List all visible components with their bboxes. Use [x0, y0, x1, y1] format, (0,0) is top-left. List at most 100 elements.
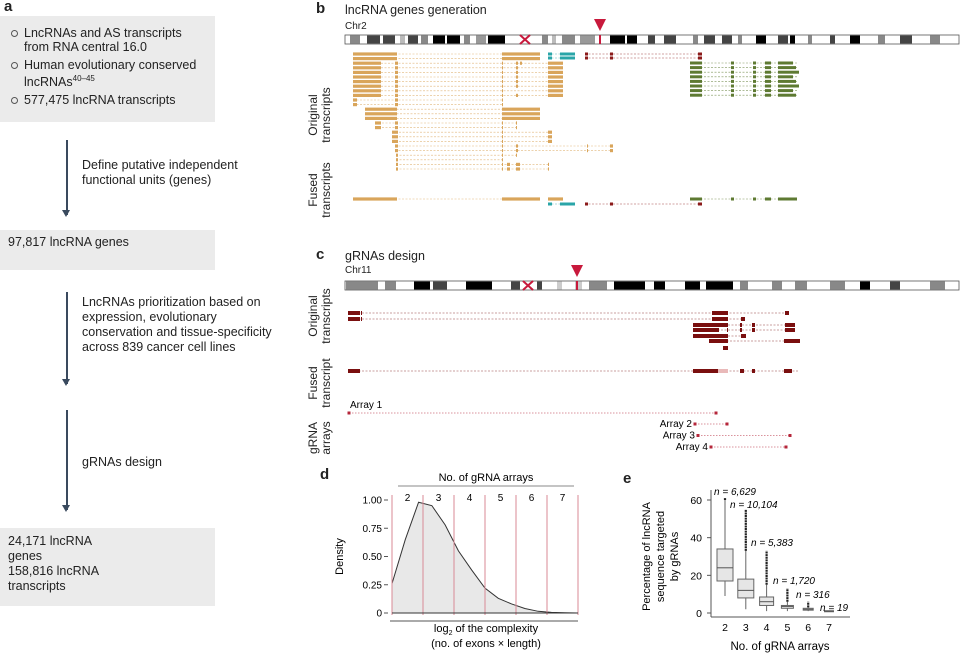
- exon: [731, 93, 734, 97]
- exon: [709, 339, 728, 343]
- exon: [395, 89, 398, 93]
- exon: [395, 70, 398, 74]
- exon: [690, 75, 702, 79]
- exon: [502, 98, 503, 102]
- x-axis-label: log2 of the complexity: [434, 623, 539, 637]
- flow-arrow: [63, 292, 69, 386]
- exon: [353, 70, 381, 74]
- n-label: n = 10,104: [730, 500, 778, 511]
- chromosome-band: [772, 281, 782, 290]
- exon: [548, 139, 552, 143]
- exon: [752, 369, 755, 373]
- exon: [353, 52, 397, 56]
- exon: [690, 93, 702, 97]
- exon: [502, 149, 503, 153]
- chromosome-band: [614, 281, 645, 290]
- x-tick-label: 3: [743, 622, 749, 634]
- exon: [516, 66, 518, 70]
- bin-label: 7: [560, 493, 566, 504]
- exon: [502, 89, 503, 93]
- exon: [516, 70, 518, 74]
- exon: [375, 126, 381, 130]
- exon: [731, 70, 734, 74]
- chromosome-band: [706, 281, 733, 290]
- final-genes: 24,171 lncRNA genes: [8, 534, 92, 563]
- step-define-genes: Define putative independent functional u…: [82, 158, 238, 187]
- exon: [516, 75, 518, 79]
- density-chart: 2 3 4 5 6 7 No. of gRNA arrays 0 0.25 0.50 0.75 1.0…: [334, 472, 579, 650]
- exon: [502, 158, 503, 162]
- exon: [395, 144, 398, 148]
- original-transcripts-label-c: Original transcripts: [306, 288, 333, 344]
- exon: [778, 197, 797, 201]
- exon: [752, 328, 755, 332]
- exon: [548, 89, 563, 93]
- exon: [753, 84, 756, 88]
- chromosome-band: [385, 281, 396, 290]
- x-axis-label: No. of gRNA arrays: [730, 641, 829, 653]
- exon: [690, 66, 702, 70]
- chromosome-band: [704, 35, 715, 44]
- exon: [693, 328, 719, 332]
- panel-b-label: b: [316, 0, 326, 17]
- exon: [610, 52, 613, 56]
- y-tick-label: 0: [696, 608, 702, 620]
- exon: [502, 57, 540, 61]
- exon: [778, 89, 793, 93]
- chromosome-band: [414, 281, 430, 290]
- chromosome-band: [367, 35, 380, 44]
- exon: [548, 66, 563, 70]
- exon: [502, 107, 540, 111]
- exon: [740, 328, 742, 332]
- y-tick-label: 1.00: [363, 496, 383, 507]
- chromosome-band: [589, 281, 607, 290]
- exon: [753, 79, 756, 83]
- exon: [548, 84, 563, 88]
- exon: [712, 317, 728, 321]
- exon: [731, 75, 734, 79]
- exon: [778, 61, 793, 65]
- genes-box: 97,817 lncRNA genes: [0, 230, 215, 270]
- original-transcripts-label-b: Original transcripts: [306, 87, 333, 143]
- exon: [348, 311, 360, 315]
- exon: [587, 149, 588, 153]
- panel-e-label: e: [623, 470, 632, 487]
- exon: [502, 144, 503, 148]
- exon: [560, 202, 575, 206]
- exon: [548, 202, 552, 206]
- chromosome-band: [890, 281, 900, 290]
- exon: [610, 149, 613, 153]
- array-1-label: Array 1: [350, 400, 383, 411]
- exon: [723, 346, 728, 350]
- exon: [516, 80, 518, 84]
- density-area: [392, 502, 578, 613]
- exon: [784, 339, 800, 343]
- chromosome-band: [433, 35, 445, 44]
- exon: [753, 93, 756, 97]
- exon: [353, 66, 381, 70]
- exon: [502, 121, 503, 125]
- chromosome-band: [400, 35, 405, 44]
- exon: [548, 135, 552, 139]
- exon: [690, 84, 702, 88]
- exon: [353, 103, 357, 107]
- grna-marker: [693, 422, 697, 426]
- exon: [778, 66, 796, 70]
- locus-arrow-icon: [571, 265, 583, 277]
- exon: [502, 153, 503, 157]
- y-axis-label: by gRNAs: [669, 531, 681, 581]
- x-tick-label: 5: [784, 622, 790, 634]
- n-label: n = 316: [796, 590, 830, 601]
- chromosome-band: [685, 281, 700, 290]
- exon: [548, 70, 563, 74]
- final-transcripts: 158,816 lncRNA transcripts: [8, 564, 99, 593]
- exon: [690, 79, 702, 83]
- grna-marker: [714, 411, 718, 415]
- exon: [765, 61, 771, 65]
- source-item: 577,475 lncRNA transcripts: [8, 93, 207, 107]
- exon: [353, 197, 397, 201]
- exon: [778, 84, 799, 88]
- exon: [516, 144, 518, 148]
- array-4-label: Array 4: [676, 442, 709, 453]
- locus-arrow-icon: [594, 19, 606, 31]
